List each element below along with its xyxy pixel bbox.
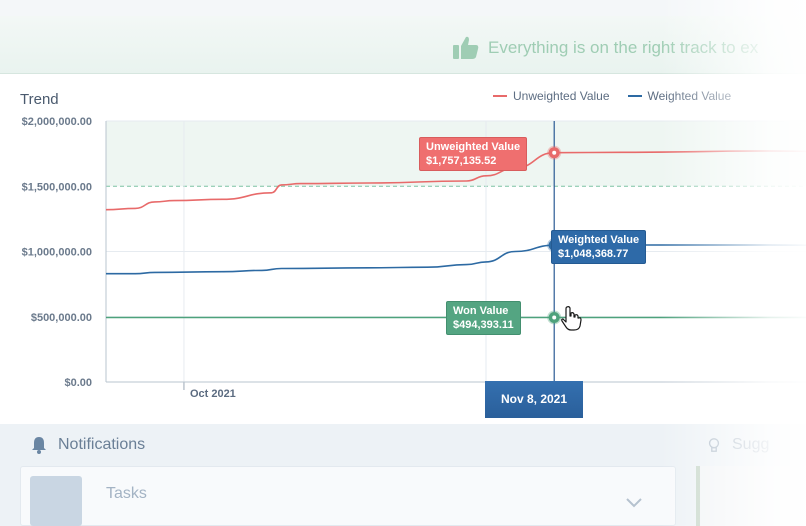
- chart-title: Trend: [20, 91, 59, 108]
- chart-legend: Unweighted Value Weighted Value: [493, 89, 731, 103]
- lightbulb-icon: [708, 438, 720, 452]
- won-marker-dot: [552, 315, 557, 320]
- y-tick-label: $500,000.00: [31, 312, 92, 324]
- legend-label-weighted: Weighted Value: [647, 89, 732, 103]
- y-tick-label: $1,500,000.00: [22, 181, 92, 193]
- unweighted-marker-dot: [552, 150, 557, 155]
- tooltip-unweighted-value: $1,757,135.52: [426, 155, 497, 167]
- tasks-card[interactable]: [20, 466, 676, 526]
- legend-item-weighted[interactable]: Weighted Value: [627, 89, 732, 103]
- grid-layer: $2,000,000.00 $1,500,000.00 $1,000,000.00 $…: [22, 116, 806, 400]
- tooltip-weighted: Weighted Value $1,048,368.77: [551, 230, 647, 264]
- x-tick-label: Oct 2021: [190, 388, 236, 400]
- tasks-icon: [30, 476, 82, 526]
- thumbs-up-icon: [453, 36, 479, 59]
- tooltip-won-value: $494,393.11: [453, 319, 514, 331]
- suggestions-title: Sugg: [732, 436, 770, 453]
- tooltip-won: Won Value $494,393.11: [446, 301, 521, 335]
- suggestion-card[interactable]: [696, 466, 806, 526]
- series-line-0: [105, 150, 806, 211]
- bell-icon: [32, 437, 46, 454]
- tooltip-weighted-label: Weighted Value: [558, 234, 640, 246]
- y-tick-label: $1,000,000.00: [22, 247, 92, 259]
- legend-swatch-unweighted: [493, 95, 507, 97]
- tooltip-weighted-value: $1,048,368.77: [558, 248, 629, 260]
- series-line-1: [106, 244, 806, 275]
- legend-label-unweighted: Unweighted Value: [513, 89, 610, 103]
- tooltip-won-label: Won Value: [453, 305, 509, 317]
- y-tick-label: $2,000,000.00: [22, 116, 92, 128]
- chevron-down-icon[interactable]: [624, 496, 644, 510]
- suggestions-header: Sugg: [706, 436, 769, 454]
- tasks-label: Tasks: [106, 485, 147, 502]
- status-message: Everything is on the right track to ex: [452, 35, 758, 61]
- hover-date-badge: Nov 8, 2021: [485, 381, 583, 418]
- legend-swatch-weighted: [627, 95, 642, 97]
- top-strip: [0, 0, 806, 16]
- hand-cursor-icon: [561, 306, 582, 331]
- tooltip-unweighted-label: Unweighted Value: [426, 141, 521, 153]
- notifications-header: Notifications: [30, 436, 145, 454]
- tooltip-unweighted: Unweighted Value $1,757,135.52: [419, 137, 528, 171]
- notifications-title: Notifications: [58, 436, 146, 453]
- legend-item-unweighted[interactable]: Unweighted Value: [493, 89, 610, 103]
- trend-chart: $2,000,000.00 $1,500,000.00 $1,000,000.00 $…: [22, 116, 806, 400]
- banner-text: Everything is on the right track to ex: [488, 38, 759, 57]
- y-tick-label: $0.00: [64, 377, 92, 389]
